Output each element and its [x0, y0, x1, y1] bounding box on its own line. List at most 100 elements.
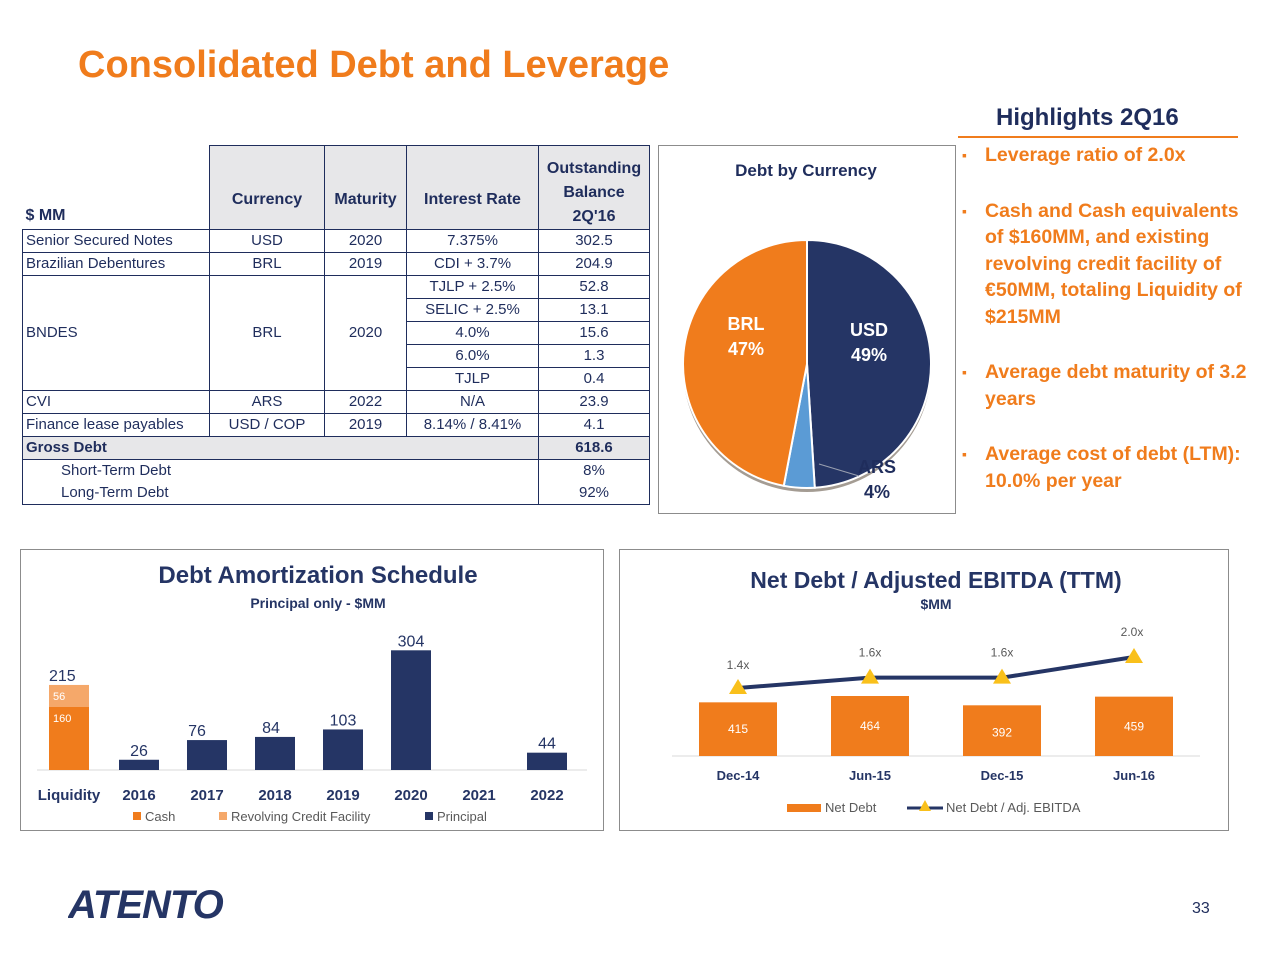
amort-bar-principal — [255, 736, 295, 770]
row-balance: 204.9 — [538, 252, 650, 276]
net-debt-value-label: 392 — [992, 726, 1012, 740]
row-rate: TJLP + 2.5% — [406, 275, 539, 299]
pie-leader-line — [818, 463, 860, 477]
bndes-maturity: 2020 — [324, 275, 407, 391]
highlight-text: Average cost of debt (LTM): 10.0% per ye… — [985, 443, 1241, 492]
gross-debt-value: 618.6 — [538, 436, 650, 460]
pie-slices — [682, 238, 932, 492]
amort-total-label: 304 — [398, 633, 425, 650]
ebitda-ratio-label: 2.0x — [1121, 625, 1144, 639]
net-debt-ebitda-chart: Net Debt / Adjusted EBITDA (TTM) $MM 415… — [672, 567, 1200, 815]
page-number: 33 — [1192, 900, 1210, 917]
atento-logo: ATENTO — [68, 883, 225, 927]
ebitda-ratio-label: 1.6x — [991, 646, 1014, 660]
amort-bar-principal — [323, 729, 363, 770]
amort-title: Debt Amortization Schedule — [158, 562, 477, 589]
unit-label: $ MM — [22, 145, 210, 230]
row-name: Senior Secured Notes — [22, 229, 210, 253]
table-row: TJLP 0.4 — [23, 367, 650, 391]
table-row: Finance lease payables USD / COP 2019 8.… — [22, 413, 650, 437]
amort-bars: 160 56 215 Liquidity 26 2016 76 2017 84 2018 103 20… — [38, 633, 567, 804]
amort-bar-principal — [391, 650, 431, 770]
row-name: CVI — [22, 390, 210, 414]
amort-bar-principal — [187, 740, 227, 770]
pie-value-usd: 49% — [851, 345, 887, 365]
table-row: Brazilian Debentures BRL 2019 CDI + 3.7%… — [22, 252, 650, 276]
legend-swatch-net-debt — [787, 804, 821, 812]
ebitda-legend: Net Debt Net Debt / Adj. EBITDA — [787, 800, 1081, 815]
row-balance: 13.1 — [538, 298, 650, 322]
highlight-item: ▪ Average debt maturity of 3.2 years — [962, 359, 1262, 412]
net-debt-bar — [699, 702, 777, 756]
amort-bar-cash — [49, 707, 89, 770]
row-balance: 4.1 — [538, 413, 650, 437]
short-term-value: 8% — [538, 459, 650, 482]
net-debt-value-label: 415 — [728, 722, 748, 736]
row-rate: 7.375% — [406, 229, 539, 253]
legend-swatch-revolving-credit-facility — [219, 812, 227, 820]
table-row: BNDES BRL 2020 TJLP + 2.5% 52.8 — [22, 275, 650, 391]
ebitda-category-label: Jun-15 — [849, 768, 891, 783]
row-rate: 4.0% — [406, 321, 539, 345]
row-rate: SELIC + 2.5% — [406, 298, 539, 322]
amort-category-label: 2018 — [258, 787, 291, 804]
net-debt-value-label: 464 — [860, 719, 880, 733]
long-term-value: 92% — [538, 482, 650, 505]
amort-total-label: 84 — [262, 720, 280, 737]
legend-label: Cash — [145, 809, 175, 824]
row-currency: ARS — [209, 390, 325, 414]
row-balance: 15.6 — [538, 321, 650, 345]
pie-slice-usd — [806, 238, 932, 489]
row-currency: USD / COP — [209, 413, 325, 437]
pie-labels: USD 49% ARS 4% BRL 47% — [728, 314, 897, 502]
highlight-text: Cash and Cash equivalents of $160MM, and… — [985, 199, 1242, 328]
net-debt-bar — [831, 696, 909, 756]
highlight-item: ▪ Leverage ratio of 2.0x — [962, 142, 1262, 169]
row-name: Finance lease payables — [22, 413, 210, 437]
ebitda-ratio-polyline — [737, 655, 1135, 690]
amort-category-label: 2020 — [394, 787, 427, 804]
amort-segment-label: 160 — [53, 713, 71, 725]
amort-total-label: 44 — [538, 736, 556, 753]
bullet-icon: ▪ — [962, 364, 967, 380]
short-term-row: Short-Term Debt 8% — [22, 459, 650, 482]
amort-total-label: 103 — [330, 712, 357, 729]
slide-title: Consolidated Debt and Leverage — [78, 44, 670, 86]
amort-total-label: 215 — [49, 668, 76, 685]
amortization-panel: Debt Amortization Schedule Principal onl… — [20, 549, 604, 831]
amort-bar-revolving-credit-facility — [49, 684, 89, 707]
ebitda-ratio-marker — [1125, 648, 1143, 663]
short-term-label: Short-Term Debt — [22, 459, 539, 482]
pie-label-usd: USD — [850, 320, 888, 340]
bndes-name: BNDES — [22, 275, 210, 391]
row-rate: 6.0% — [406, 344, 539, 368]
pie-label-brl: BRL — [728, 314, 765, 334]
ebitda-ratio-marker — [993, 668, 1011, 684]
amort-bar-principal — [527, 752, 567, 770]
ebitda-subtitle: $MM — [920, 596, 951, 612]
amort-category-label: 2019 — [326, 787, 359, 804]
bullet-icon: ▪ — [962, 202, 967, 219]
logo-text: ATENTO — [68, 883, 224, 927]
legend-label: Revolving Credit Facility — [231, 809, 371, 824]
row-maturity: 2019 — [324, 413, 407, 437]
amortization-chart: Debt Amortization Schedule Principal onl… — [37, 562, 587, 824]
ebitda-bars: 415 Dec-14 464 Jun-15 392 Dec-15 459 Jun-16 — [699, 696, 1173, 783]
long-term-label: Long-Term Debt — [22, 482, 539, 505]
ebitda-ratio-marker — [861, 668, 879, 684]
legend-swatch-principal — [425, 812, 433, 820]
ebitda-ratio-line: 1.4x 1.6x 1.6x 2.0x — [727, 625, 1144, 694]
net-debt-bar — [963, 705, 1041, 756]
table-row: CVI ARS 2022 N/A 23.9 — [22, 390, 650, 414]
row-name: Brazilian Debentures — [22, 252, 210, 276]
header-currency: Currency — [209, 145, 325, 230]
legend-label: Principal — [437, 809, 487, 824]
ebitda-ratio-marker — [729, 679, 747, 694]
header-balance-line3: 2Q'16 — [572, 208, 616, 225]
row-balance: 1.3 — [538, 344, 650, 368]
net-debt-value-label: 459 — [1124, 719, 1144, 733]
row-currency: BRL — [209, 252, 325, 276]
pie-slice-brl — [682, 238, 808, 487]
table-row: Senior Secured Notes USD 2020 7.375% 302… — [22, 229, 650, 253]
amort-total-label: 26 — [130, 743, 148, 760]
